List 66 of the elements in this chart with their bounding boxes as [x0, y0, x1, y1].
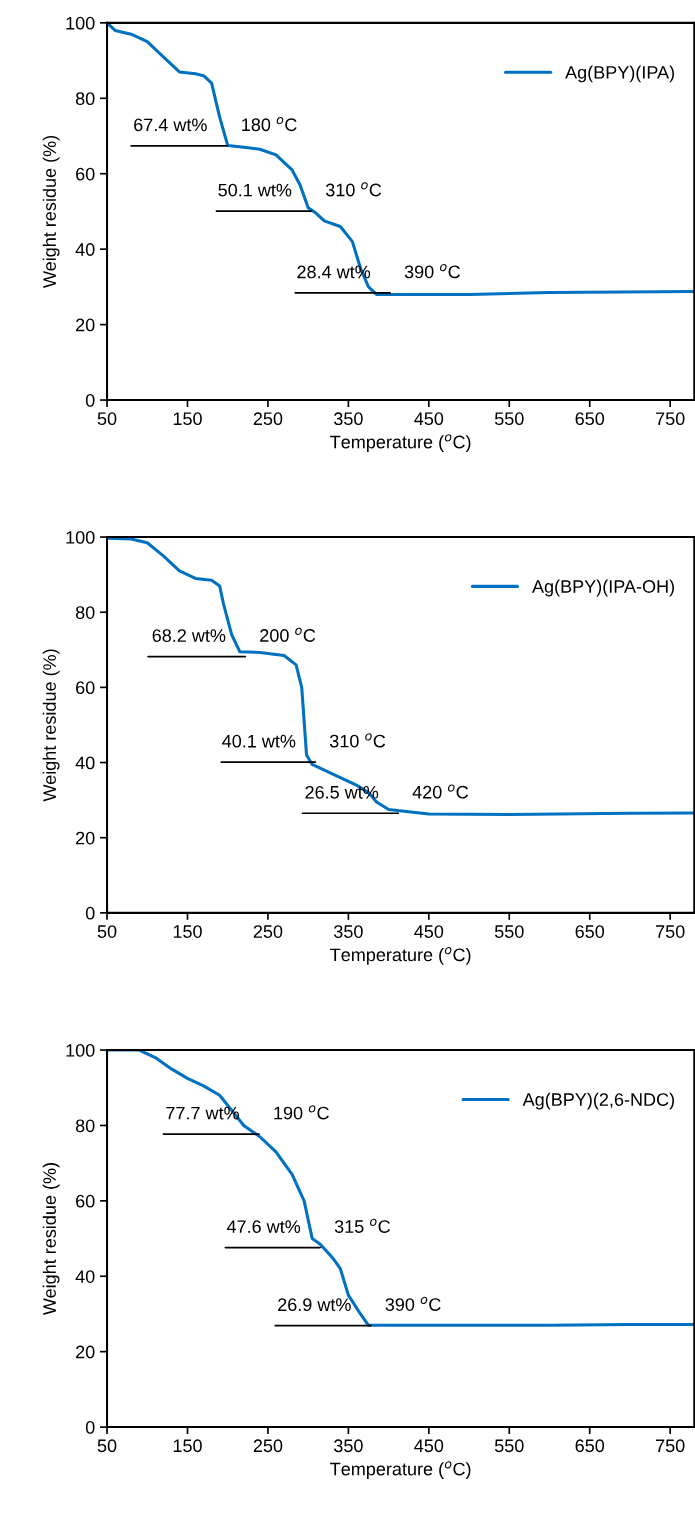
y-tick-label: 40 — [75, 1270, 95, 1283]
x-tick-label: 250 — [253, 925, 283, 938]
x-tick-label: 450 — [414, 412, 444, 426]
y-axis-title: Weight residue (%) — [42, 1163, 60, 1316]
x-tick-label: 750 — [656, 1439, 685, 1453]
y-tick-label: 60 — [76, 167, 95, 181]
x-axis-title: Temperature ($^{o}$C) — [330, 947, 471, 965]
annotation: 40.1 wt% — [222, 734, 296, 748]
annotation: 310 $^{o}$C — [329, 733, 386, 748]
x-tick-label: 350 — [334, 412, 363, 426]
x-tick-label: 650 — [575, 412, 605, 426]
y-tick-label: 100 — [66, 530, 95, 544]
y-tick-label: 0 — [85, 906, 95, 920]
x-tick-label: 350 — [334, 925, 363, 938]
annotation: 68.2 wt% — [152, 629, 226, 642]
y-tick-label: 80 — [75, 92, 95, 106]
y-axis-title: Weight residue (%) — [42, 649, 60, 802]
x-tick-label: 750 — [656, 925, 685, 938]
annotation: 390 $^{o}$C — [404, 264, 460, 279]
y-tick-label: 80 — [75, 1119, 95, 1133]
y-tick-label: 0 — [85, 1421, 95, 1434]
annotation: 50.1 wt% — [218, 183, 292, 197]
x-tick-label: 50 — [97, 925, 117, 938]
x-tick-label: 50 — [97, 412, 117, 426]
x-axis-title: Temperature ($^{o}$C) — [330, 1461, 471, 1479]
x-tick-label: 150 — [173, 412, 202, 426]
y-tick-label: 100 — [66, 1043, 95, 1057]
y-tick-label: 80 — [75, 606, 95, 619]
x-tick-label: 650 — [575, 925, 605, 938]
y-tick-label: 20 — [76, 831, 95, 845]
annotation: 47.6 wt% — [226, 1220, 301, 1234]
x-tick-label: 450 — [414, 1439, 444, 1453]
annotation: 180 $^{o}$C — [242, 116, 297, 132]
x-tick-label: 150 — [173, 1439, 202, 1453]
annotation: 200 $^{o}$C — [260, 627, 316, 642]
y-tick-label: 20 — [76, 318, 95, 332]
y-tick-label: 20 — [76, 1345, 95, 1359]
y-tick-label: 40 — [75, 756, 95, 770]
x-tick-label: 150 — [173, 925, 202, 938]
legend-label: Ag(BPY)(IPA-OH) — [532, 579, 674, 597]
x-tick-label: 350 — [334, 1439, 363, 1453]
annotation: 190 $^{o}$C — [274, 1105, 329, 1120]
y-tick-label: 0 — [85, 393, 95, 407]
annotation: 420 $^{o}$C — [412, 784, 469, 799]
x-axis-title: Temperature ($^{o}$C) — [330, 434, 471, 452]
y-tick-label: 60 — [76, 1194, 95, 1208]
y-tick-label: 100 — [66, 16, 95, 30]
x-tick-label: 650 — [575, 1439, 605, 1453]
x-tick-label: 550 — [494, 1439, 524, 1453]
annotation: 310 $^{o}$C — [325, 182, 382, 197]
x-tick-label: 450 — [414, 925, 444, 938]
x-tick-label: 550 — [494, 412, 524, 426]
annotation: 67.4 wt% — [134, 118, 207, 132]
legend-label: Ag(BPY)(2,6-NDC) — [522, 1092, 674, 1110]
annotation: 315 $^{o}$C — [334, 1218, 390, 1233]
y-axis-title: Weight residue (%) — [42, 135, 60, 288]
x-tick-label: 550 — [494, 925, 524, 938]
y-tick-label: 40 — [75, 243, 95, 256]
y-tick-label: 60 — [76, 681, 95, 695]
annotation: 26.9 wt% — [278, 1298, 351, 1312]
x-tick-label: 250 — [253, 1439, 283, 1453]
x-tick-label: 750 — [656, 412, 685, 426]
x-tick-label: 250 — [253, 412, 283, 426]
x-tick-label: 50 — [97, 1439, 117, 1453]
annotation: 390 $^{o}$C — [385, 1296, 441, 1311]
legend-label: Ag(BPY)(IPA) — [565, 65, 674, 83]
